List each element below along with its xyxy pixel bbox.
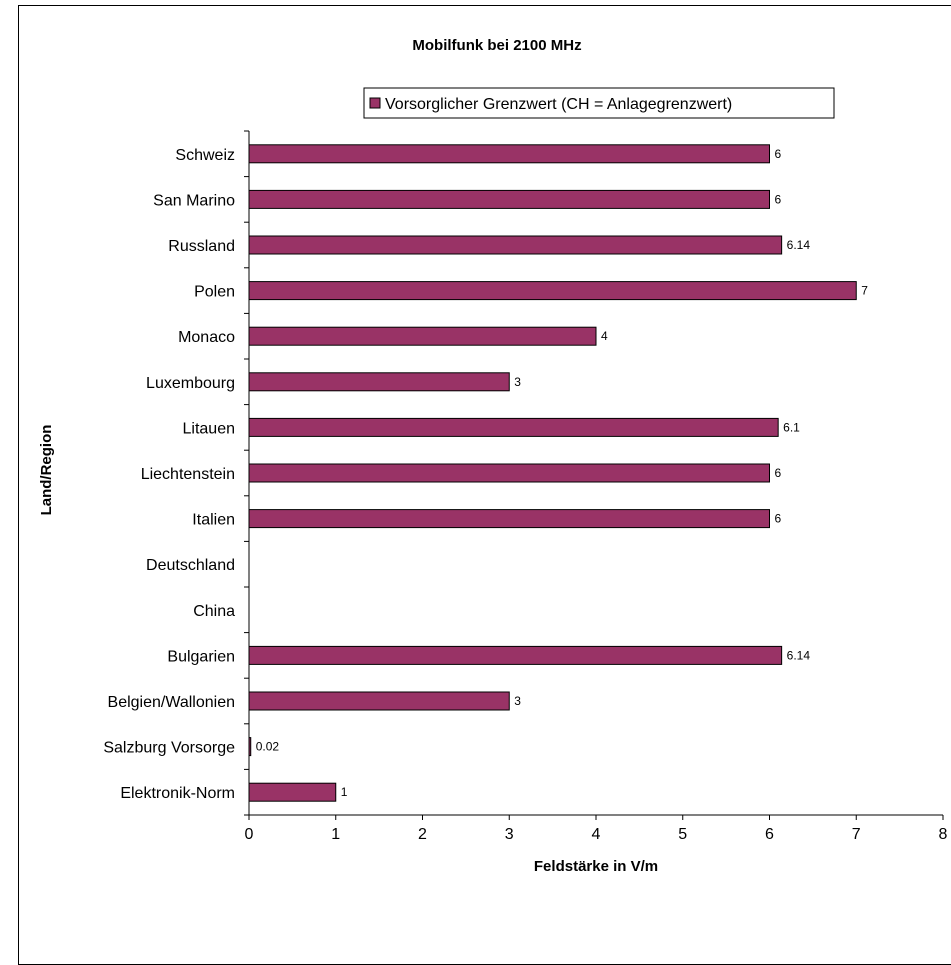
x-tick-label: 3 <box>505 826 514 843</box>
bar <box>248 281 857 301</box>
legend-swatch <box>369 97 381 109</box>
chart-title: Mobilfunk bei 2100 MHz <box>412 37 581 54</box>
category-label: Luxembourg <box>146 375 235 392</box>
category-label: Schweiz <box>175 147 235 164</box>
data-label: 1 <box>341 785 348 799</box>
data-label: 3 <box>514 375 521 389</box>
bar <box>248 782 337 802</box>
x-tick-label: 4 <box>592 826 601 843</box>
bar <box>248 235 783 255</box>
x-tick-label: 8 <box>939 826 948 843</box>
category-label: Litauen <box>183 420 236 437</box>
legend-series-name: Vorsorglicher Grenzwert (CH = Anlagegren… <box>385 96 732 113</box>
legend-box <box>363 87 835 119</box>
bar <box>248 737 252 757</box>
bar <box>248 645 783 665</box>
x-tick-label: 5 <box>678 826 687 843</box>
data-label: 6.1 <box>783 420 800 434</box>
x-axis-title: Feldstärke in V/m <box>534 858 658 875</box>
data-label: 0.02 <box>256 740 280 754</box>
category-label: San Marino <box>153 192 235 209</box>
bar-chart: Mobilfunk bei 2100 MHz Vorsorglicher Gre… <box>38 37 948 875</box>
bar <box>248 509 770 529</box>
data-label: 3 <box>514 694 521 708</box>
data-label: 6.14 <box>787 238 811 252</box>
bar <box>248 189 770 209</box>
x-tick-label: 2 <box>418 826 427 843</box>
bar <box>248 372 510 392</box>
bar <box>248 463 770 483</box>
y-axis-title: Land/Region <box>38 425 55 516</box>
bar <box>248 417 779 437</box>
x-tick-label: 6 <box>765 826 774 843</box>
category-label: Russland <box>168 238 235 255</box>
category-label: Bulgarien <box>167 648 235 665</box>
bar <box>248 144 770 164</box>
data-label: 6 <box>775 466 782 480</box>
category-label: Belgien/Wallonien <box>108 694 235 711</box>
x-tick-label: 7 <box>852 826 861 843</box>
data-label: 6.14 <box>787 648 811 662</box>
bar <box>248 326 597 346</box>
category-label: Salzburg Vorsorge <box>103 740 235 757</box>
legend: Vorsorglicher Grenzwert (CH = Anlagegren… <box>363 87 835 119</box>
data-label: 6 <box>775 147 782 161</box>
category-label: Deutschland <box>146 557 235 574</box>
data-label: 7 <box>861 284 868 298</box>
data-label: 4 <box>601 329 608 343</box>
category-label: Italien <box>192 512 235 529</box>
category-label: Liechtenstein <box>141 466 235 483</box>
category-label: Elektronik-Norm <box>120 785 235 802</box>
x-tick-label: 1 <box>331 826 340 843</box>
data-label: 6 <box>775 512 782 526</box>
category-label: China <box>193 603 235 620</box>
category-label: Polen <box>194 284 235 301</box>
x-tick-label: 0 <box>245 826 254 843</box>
data-label: 6 <box>775 192 782 206</box>
bar <box>248 691 510 711</box>
category-label: Monaco <box>178 329 235 346</box>
